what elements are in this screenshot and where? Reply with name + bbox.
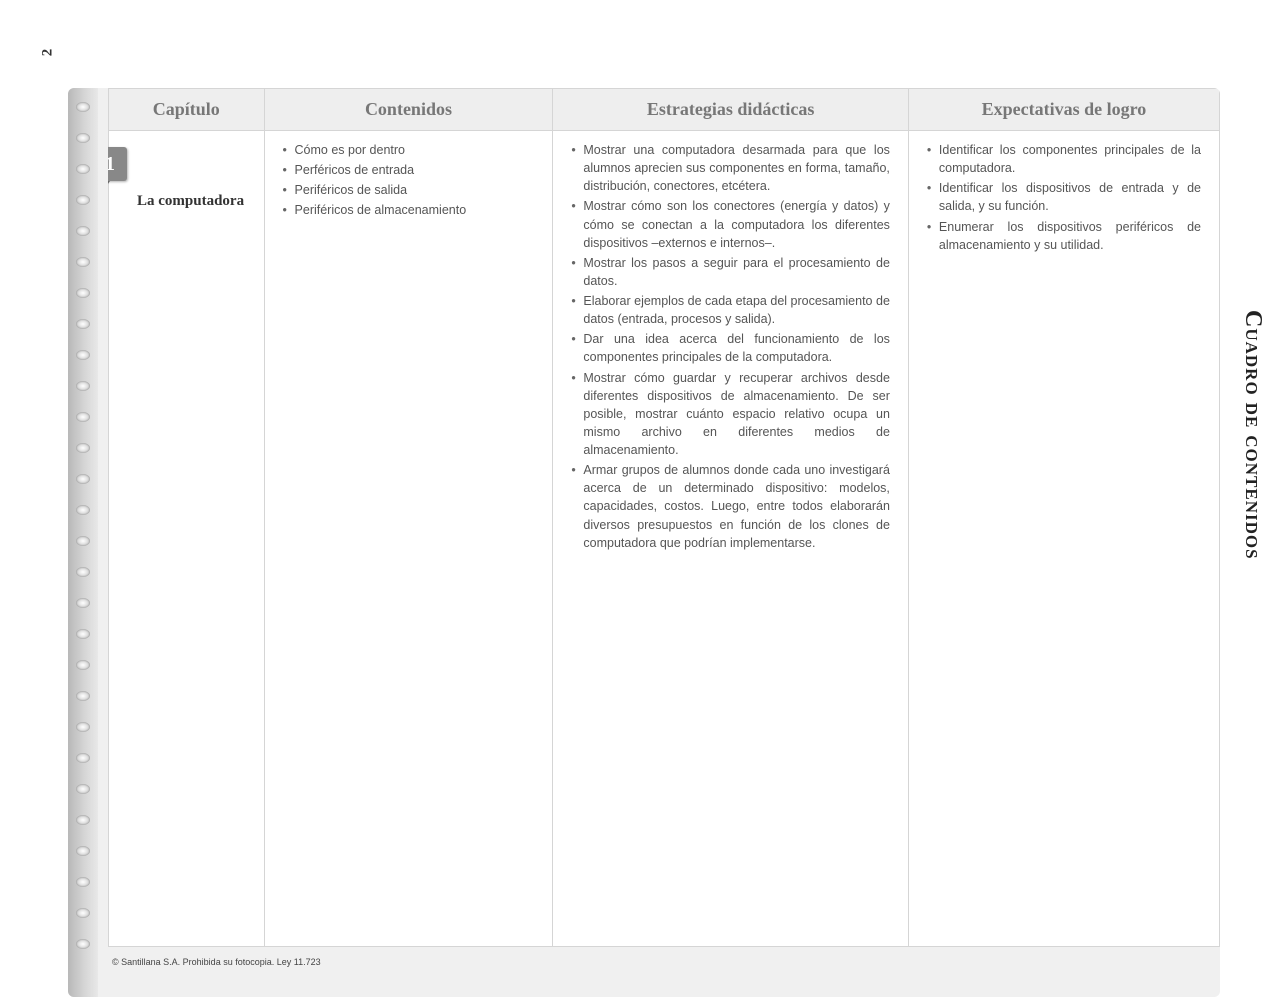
contenidos-item: Perféricos de entrada (283, 161, 535, 179)
chapter-cell: 1 La computadora (109, 131, 265, 947)
contenidos-item: Periféricos de almacenamiento (283, 201, 535, 219)
estrategias-item: Mostrar los pasos a seguir para el proce… (571, 254, 890, 290)
header-capitulo: Capítulo (109, 89, 265, 131)
chapter-title: La computadora (137, 191, 246, 213)
contenidos-list: Cómo es por dentro Perféricos de entrada P… (283, 141, 535, 220)
expectativas-item: Identificar los componentes principales … (927, 141, 1201, 177)
estrategias-item: Mostrar cómo guardar y recuperar archivo… (571, 369, 890, 460)
contenidos-item: Periféricos de salida (283, 181, 535, 199)
header-estrategias: Estrategias didácticas (553, 89, 909, 131)
expectativas-item: Identificar los dispositivos de entrada … (927, 179, 1201, 215)
header-expectativas: Expectativas de logro (908, 89, 1219, 131)
contenidos-item: Cómo es por dentro (283, 141, 535, 159)
copyright-notice: © Santillana S.A. Prohibida su fotocopia… (112, 957, 321, 967)
estrategias-item: Elaborar ejemplos de cada etapa del proc… (571, 292, 890, 328)
content-table-wrap: Capítulo Contenidos Estrategias didáctic… (108, 88, 1220, 947)
page-container: Capítulo Contenidos Estrategias didáctic… (68, 88, 1220, 997)
estrategias-item: Armar grupos de alumnos donde cada uno i… (571, 461, 890, 552)
table-header-row: Capítulo Contenidos Estrategias didáctic… (109, 89, 1220, 131)
side-title: Cuadro de contenidos (1239, 310, 1266, 560)
page-number: 2 (39, 49, 56, 57)
estrategias-item: Dar una idea acerca del funcionamiento d… (571, 330, 890, 366)
estrategias-item: Mostrar cómo son los conectores (energía… (571, 197, 890, 251)
spiral-binding (68, 88, 98, 997)
estrategias-item: Mostrar una computadora desarmada para q… (571, 141, 890, 195)
expectativas-item: Enumerar los dispositivos periféricos de… (927, 218, 1201, 254)
content-table: Capítulo Contenidos Estrategias didáctic… (108, 88, 1220, 947)
contenidos-cell: Cómo es por dentro Perféricos de entrada P… (264, 131, 553, 947)
table-row: 1 La computadora Cómo es por dentro Perfé… (109, 131, 1220, 947)
estrategias-cell: Mostrar una computadora desarmada para q… (553, 131, 909, 947)
estrategias-list: Mostrar una computadora desarmada para q… (571, 141, 890, 552)
expectativas-cell: Identificar los componentes principales … (908, 131, 1219, 947)
expectativas-list: Identificar los componentes principales … (927, 141, 1201, 254)
chapter-number-badge: 1 (108, 147, 127, 181)
header-contenidos: Contenidos (264, 89, 553, 131)
